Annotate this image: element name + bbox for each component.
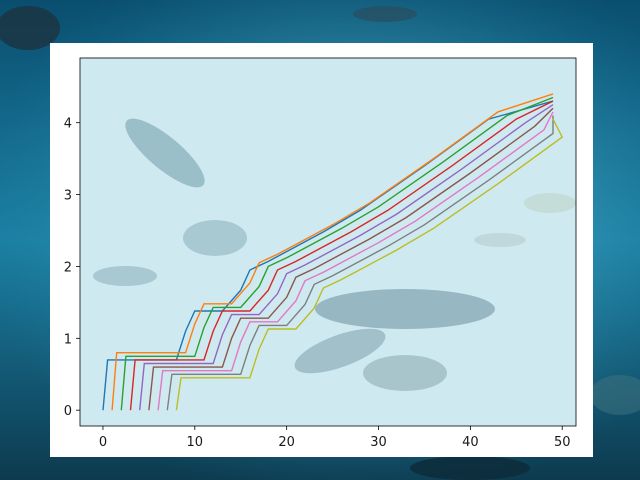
axes-frame [79,57,577,427]
y-tick-label: 2 [64,260,72,275]
series-layer [102,93,564,411]
x-tick-label: 0 [99,435,107,450]
fish-shape [294,328,386,374]
fish-shape [315,289,495,329]
x-tick-label: 40 [462,435,479,450]
y-tick-label: 4 [64,117,72,132]
series-line-4 [129,100,554,411]
x-tick-label: 10 [187,435,204,450]
fish-shape [125,118,205,188]
series-line-7 [157,111,554,411]
series-line-5 [139,104,554,411]
fish-shape [93,266,157,286]
fish-shape [410,456,530,480]
y-tick-label: 1 [64,332,72,347]
series-line-6 [148,107,554,411]
series-line-9 [175,118,564,411]
series-line-8 [166,115,554,411]
fish-shape [363,355,447,391]
fish-shape [353,6,417,22]
axes-background [80,58,576,426]
series-line-2 [111,93,554,411]
fish-shape [474,233,526,247]
x-tick-label: 30 [370,435,387,450]
fish-shape [183,220,247,256]
fish-shape [524,193,576,213]
figure-canvas: 0 10 20 30 40 50 0 1 2 3 4 [50,43,593,457]
chart-plot: 0 10 20 30 40 50 0 1 2 3 4 [64,57,577,450]
fish-shape [0,6,60,50]
y-tick-label: 3 [64,189,72,204]
x-tick-label: 20 [278,435,295,450]
y-tick-label: 0 [64,404,72,419]
ticks-layer: 0 10 20 30 40 50 0 1 2 3 4 [64,117,571,450]
series-line-3 [120,96,554,411]
fish-shape [590,375,640,415]
x-tick-label: 50 [554,435,571,450]
